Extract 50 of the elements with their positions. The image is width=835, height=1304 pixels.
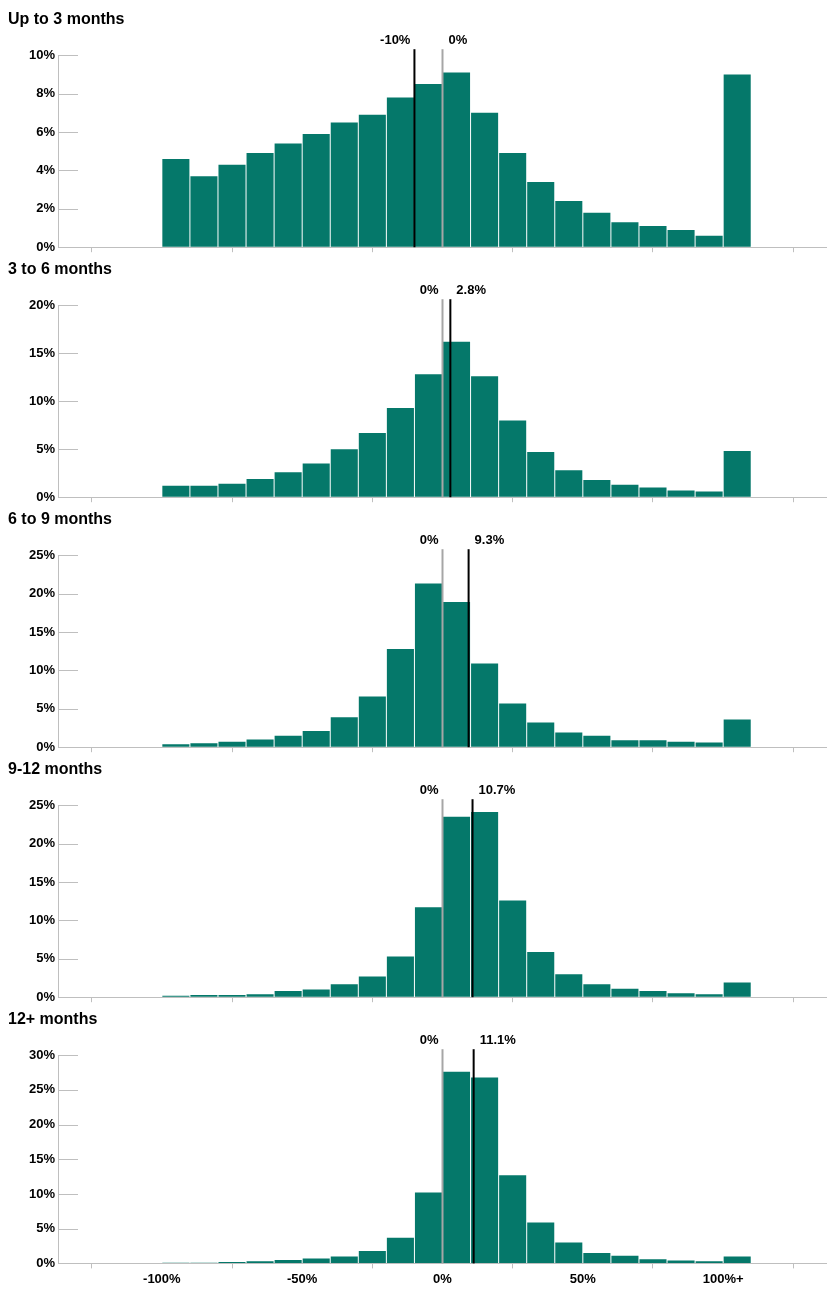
y-tick-label: 20% bbox=[28, 835, 56, 851]
y-tick-label: 0% bbox=[36, 738, 56, 754]
x-tick-label: -50% bbox=[286, 1270, 318, 1286]
y-tick-label: 25% bbox=[28, 546, 56, 562]
y-tick-label: 8% bbox=[36, 85, 56, 101]
y-tick-label: 10% bbox=[28, 661, 56, 677]
ref-line-label: 2.8% bbox=[456, 282, 487, 298]
y-tick-label: 5% bbox=[36, 700, 56, 716]
y-tick-label: 10% bbox=[28, 46, 56, 62]
y-tick-label: 0% bbox=[36, 238, 56, 254]
ref-line-label: 0% bbox=[419, 1032, 439, 1048]
y-tick-label: 20% bbox=[28, 585, 56, 601]
y-tick-label: 5% bbox=[36, 440, 56, 456]
y-tick-label: 30% bbox=[28, 1046, 56, 1062]
x-tick-label: -100% bbox=[143, 1270, 182, 1286]
ref-line-label: 11.1% bbox=[479, 1032, 517, 1048]
y-tick-label: 20% bbox=[28, 296, 56, 312]
y-tick-label: 4% bbox=[36, 161, 56, 177]
y-tick-label: 5% bbox=[36, 1220, 56, 1236]
y-tick-label: 15% bbox=[28, 1150, 56, 1166]
ref-line-label: 0% bbox=[448, 32, 468, 48]
ref-line-label: -10% bbox=[380, 32, 411, 48]
x-tick-label: 100%+ bbox=[702, 1270, 744, 1286]
y-tick-label: 0% bbox=[36, 1254, 56, 1270]
x-tick-label: 50% bbox=[569, 1270, 597, 1286]
ref-line-label: 0% bbox=[419, 282, 439, 298]
y-tick-label: 6% bbox=[36, 123, 56, 139]
chart-title: 9-12 months bbox=[8, 760, 103, 778]
ref-line-label: 9.3% bbox=[474, 532, 505, 548]
ref-line-label: 0% bbox=[419, 532, 439, 548]
y-tick-label: 15% bbox=[28, 623, 56, 639]
chart-title: 12+ months bbox=[8, 1010, 98, 1028]
y-tick-label: 0% bbox=[36, 988, 56, 1004]
y-tick-label: 15% bbox=[28, 873, 56, 889]
y-tick-label: 5% bbox=[36, 950, 56, 966]
ref-line-label: 0% bbox=[419, 782, 439, 798]
chart-title: 6 to 9 months bbox=[8, 510, 113, 528]
y-tick-label: 15% bbox=[28, 344, 56, 360]
y-tick-label: 10% bbox=[28, 911, 56, 927]
y-tick-label: 20% bbox=[28, 1116, 56, 1132]
y-tick-label: 0% bbox=[36, 488, 56, 504]
y-tick-label: 10% bbox=[28, 1185, 56, 1201]
y-tick-label: 10% bbox=[28, 392, 56, 408]
y-tick-label: 2% bbox=[36, 200, 56, 216]
chart-title: 3 to 6 months bbox=[8, 260, 113, 278]
ref-line-label: 10.7% bbox=[478, 782, 516, 798]
y-tick-label: 25% bbox=[28, 796, 56, 812]
x-tick-label: 0% bbox=[433, 1270, 453, 1286]
y-tick-label: 25% bbox=[28, 1081, 56, 1097]
chart-title: Up to 3 months bbox=[8, 10, 125, 28]
